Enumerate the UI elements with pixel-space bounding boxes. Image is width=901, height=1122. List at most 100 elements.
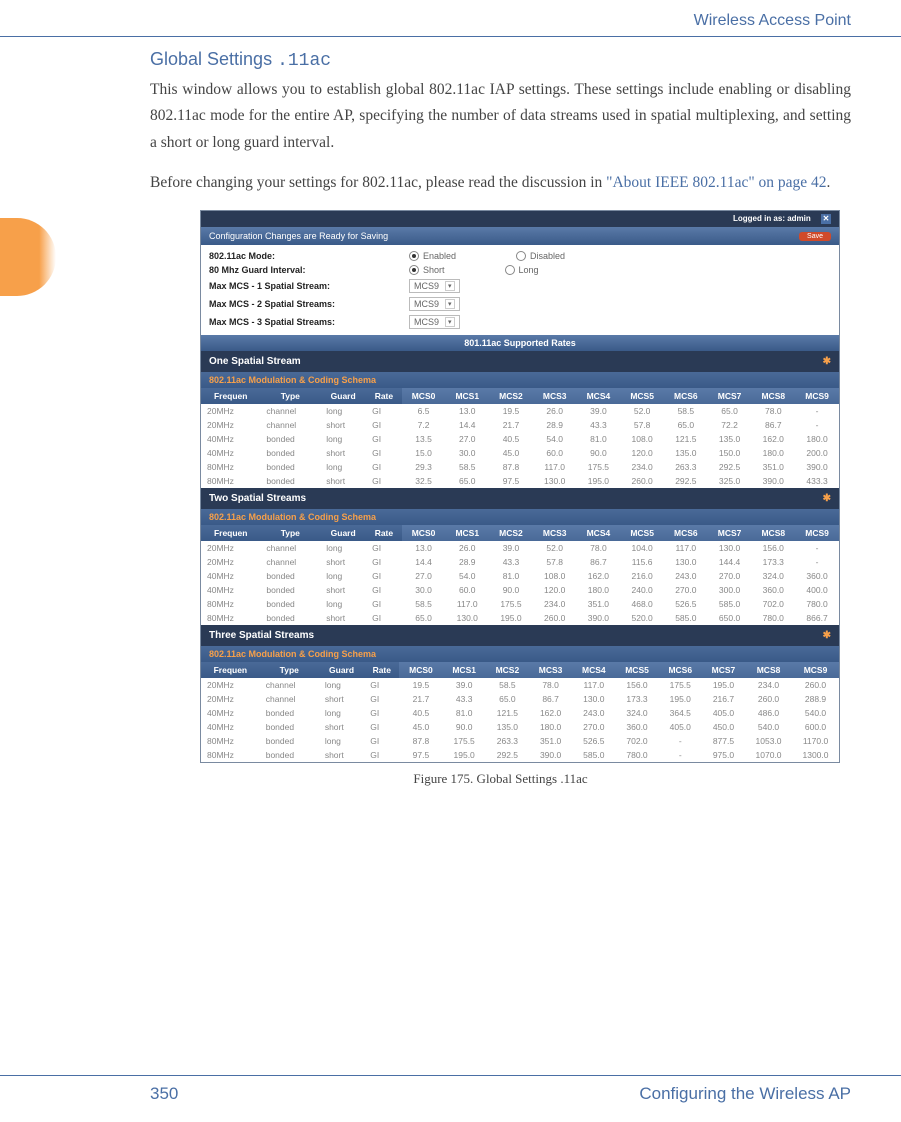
table-cell: channel xyxy=(260,404,320,418)
table-cell: 65.0 xyxy=(445,474,489,488)
table-cell: 585.0 xyxy=(664,611,708,625)
chapter-title: Wireless Access Point xyxy=(694,12,851,29)
table-cell: 90.0 xyxy=(443,720,486,734)
table-cell: 520.0 xyxy=(620,611,664,625)
table-cell: GI xyxy=(366,569,402,583)
table-cell: 150.0 xyxy=(708,446,752,460)
table-cell: 80MHz xyxy=(201,597,260,611)
table-cell: short xyxy=(320,583,366,597)
table-cell: 97.5 xyxy=(399,748,442,762)
setting-guard: 80 Mhz Guard Interval: Short Long xyxy=(209,263,831,277)
table-cell: 115.6 xyxy=(620,555,664,569)
table-cell: 144.4 xyxy=(708,555,752,569)
config-msg: Configuration Changes are Ready for Savi… xyxy=(209,231,388,241)
table-row: 40MHzbondedlongGI40.581.0121.5162.0243.0… xyxy=(201,706,839,720)
table-cell: 180.0 xyxy=(577,583,621,597)
chevron-down-icon: ▾ xyxy=(445,317,455,327)
radio-short[interactable]: Short xyxy=(409,265,445,275)
table-cell: 540.0 xyxy=(792,706,839,720)
select-mcs1[interactable]: MCS9▾ xyxy=(409,279,460,293)
select-mcs2[interactable]: MCS9▾ xyxy=(409,297,460,311)
screenshot-global-settings-11ac: Logged in as: admin ✕ Configuration Chan… xyxy=(200,210,840,763)
ss-settings-panel: 802.11ac Mode: Enabled Disabled 80 Mhz G… xyxy=(201,245,839,335)
table-cell: long xyxy=(320,460,366,474)
table-cell: 52.0 xyxy=(533,541,577,555)
table-cell: 292.5 xyxy=(708,460,752,474)
col-header: MCS4 xyxy=(577,388,621,404)
col-header: MCS2 xyxy=(489,388,533,404)
table-cell: long xyxy=(319,678,364,692)
table-cell: 390.0 xyxy=(751,474,795,488)
table-cell: 45.0 xyxy=(489,446,533,460)
close-icon[interactable]: ✕ xyxy=(821,214,831,224)
content-area: Global Settings .11ac This window allows… xyxy=(0,49,901,787)
table-cell: 325.0 xyxy=(708,474,752,488)
save-button[interactable]: Save xyxy=(799,232,831,241)
table-cell: 40MHz xyxy=(201,720,260,734)
table-cell: GI xyxy=(364,748,399,762)
table-cell: 108.0 xyxy=(533,569,577,583)
table-cell: 195.0 xyxy=(702,678,745,692)
table-cell: 65.0 xyxy=(486,692,529,706)
radio-long[interactable]: Long xyxy=(505,265,539,275)
radio-icon xyxy=(516,251,526,261)
table-cell: long xyxy=(320,432,366,446)
col-header: Type xyxy=(260,525,320,541)
radio-enabled[interactable]: Enabled xyxy=(409,251,456,261)
radio-icon xyxy=(409,265,419,275)
col-header: MCS0 xyxy=(402,525,446,541)
table-cell: short xyxy=(320,446,366,460)
table-cell: 360.0 xyxy=(615,720,658,734)
radio-disabled[interactable]: Disabled xyxy=(516,251,565,261)
link-about-11ac[interactable]: "About IEEE 802.11ac" on page 42 xyxy=(606,174,826,191)
section-three-streams: Three Spatial Streams ✱ 802.11ac Modulat… xyxy=(201,625,839,762)
table-cell: 195.0 xyxy=(443,748,486,762)
table-cell: GI xyxy=(366,460,402,474)
table-cell: 86.7 xyxy=(529,692,572,706)
table-cell: 45.0 xyxy=(399,720,442,734)
table-cell: 216.0 xyxy=(620,569,664,583)
section-one-stream: One Spatial Stream ✱ 802.11ac Modulation… xyxy=(201,351,839,488)
gear-icon[interactable]: ✱ xyxy=(823,493,831,504)
table-cell: 390.0 xyxy=(529,748,572,762)
table-cell: 526.5 xyxy=(664,597,708,611)
table-cell: 27.0 xyxy=(402,569,446,583)
table-cell: 450.0 xyxy=(702,720,745,734)
ss-topbar: Logged in as: admin ✕ xyxy=(201,211,839,227)
table-cell: 86.7 xyxy=(577,555,621,569)
table-cell: GI xyxy=(366,432,402,446)
table-cell: 866.7 xyxy=(795,611,839,625)
table-cell: 21.7 xyxy=(399,692,442,706)
table-cell: 390.0 xyxy=(577,611,621,625)
table-cell: 117.0 xyxy=(572,678,615,692)
table-cell: 29.3 xyxy=(402,460,446,474)
table-cell: 351.0 xyxy=(529,734,572,748)
table-cell: 468.0 xyxy=(620,597,664,611)
table-cell: 80MHz xyxy=(201,611,260,625)
mcs-subheader: 802.11ac Modulation & Coding Schema xyxy=(201,509,839,525)
col-header: MCS9 xyxy=(792,662,839,678)
table-cell: GI xyxy=(366,611,402,625)
table-row: 80MHzbondedshortGI32.565.097.5130.0195.0… xyxy=(201,474,839,488)
table-cell: GI xyxy=(364,706,399,720)
col-header: Type xyxy=(260,662,319,678)
setting-mcs1-label: Max MCS - 1 Spatial Stream: xyxy=(209,281,409,291)
table-cell: 39.0 xyxy=(577,404,621,418)
col-header: Rate xyxy=(366,525,402,541)
table-cell: GI xyxy=(366,474,402,488)
table-cell: 156.0 xyxy=(751,541,795,555)
table-cell: 300.0 xyxy=(708,583,752,597)
gear-icon[interactable]: ✱ xyxy=(823,630,831,641)
col-header: Guard xyxy=(319,662,364,678)
stream-title: Three Spatial Streams xyxy=(209,630,314,641)
setting-mode-label: 802.11ac Mode: xyxy=(209,251,409,261)
table-row: 20MHzchannellongGI19.539.058.578.0117.01… xyxy=(201,678,839,692)
table-row: 40MHzbondedshortGI30.060.090.0120.0180.0… xyxy=(201,583,839,597)
table-cell: 104.0 xyxy=(620,541,664,555)
table-cell: 58.5 xyxy=(664,404,708,418)
select-mcs3[interactable]: MCS9▾ xyxy=(409,315,460,329)
table-cell: 26.0 xyxy=(533,404,577,418)
table-cell: short xyxy=(320,611,366,625)
table-cell: 260.0 xyxy=(533,611,577,625)
gear-icon[interactable]: ✱ xyxy=(823,356,831,367)
